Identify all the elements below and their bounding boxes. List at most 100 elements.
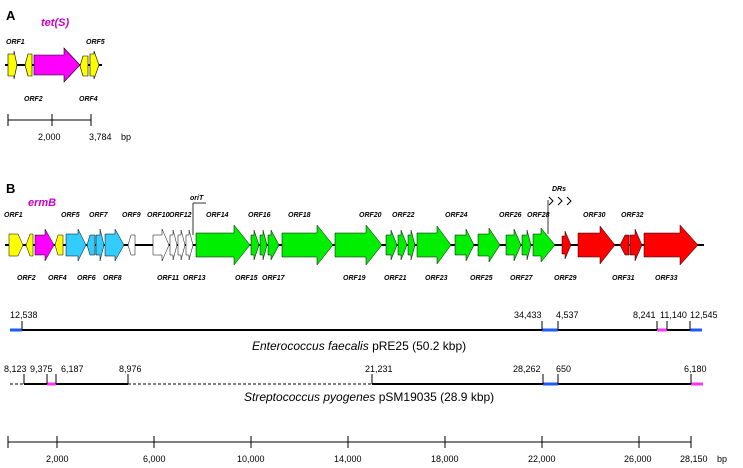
orf20-label: ORF20 [359,212,382,219]
orf18-arrow [281,224,334,266]
orf12-label: ORF12 [169,212,192,219]
panel-b-scale-label: 6,000 [143,454,166,464]
orf33-label: ORF33 [655,275,678,282]
orf14-arrow [195,224,251,266]
orf1-label: ORF1 [4,212,23,219]
orf6-label: ORF6 [77,275,96,282]
orit-label: oriT [190,195,204,202]
panel-a-scale-label: 2,000 [38,132,61,142]
panel-a-orf1-arrow [7,50,18,80]
pre25-coord-label: 34,433 [514,310,542,320]
pre25-coord-label: 8,241 [633,310,656,320]
panel-a-orf4-arrow [79,55,89,77]
orf20-arrow [385,229,398,261]
orf19-label: ORF19 [343,275,366,282]
orf16-label: ORF16 [248,212,271,219]
psm19035-coord-label: 8,976 [119,364,142,374]
orf23-label: ORF23 [425,275,448,282]
orf26-label: ORF26 [499,212,522,219]
panel-b-scale-unit: bp [717,454,727,464]
panel-a-orf2-label: ORF2 [24,96,43,103]
panel-b-scale-label: 2,000 [46,454,69,464]
panel-a-orf1-label: ORF1 [6,39,25,46]
orf27-arrow [521,229,532,261]
orf6-arrow [86,234,96,256]
ermb-arrow [34,228,55,262]
orf16-arrow [259,229,268,261]
psm19035-coord-label: 6,180 [684,364,707,374]
orf15-arrow [250,229,260,261]
orf24-arrow [454,228,475,262]
psm19035-coord-label: 6,187 [61,364,84,374]
panel-a-orf5-label: ORF5 [86,39,105,46]
orf17-arrow [267,229,280,261]
orf19-arrow [334,224,383,266]
orf8-arrow [104,228,125,262]
orf28-arrow [532,227,556,263]
orf31-arrow [619,234,630,256]
panel-b-scale-label: 26,000 [624,454,652,464]
orf18-label: ORF18 [288,212,311,219]
orf21-label: ORF21 [384,275,407,282]
orf32-arrow [629,228,643,262]
pre25-coord-label: 12,545 [690,310,718,320]
orf11-arrow [169,229,178,261]
dr-repeat-arrow [548,196,554,206]
orf2-arrow [25,233,34,257]
orf9-arrow [127,234,136,256]
orf13-label: ORF13 [183,275,206,282]
orf31-label: ORF31 [612,275,635,282]
orf10-label: ORF10 [147,212,170,219]
pre25-coord-label: 12,538 [10,310,38,320]
psm19035-species: Streptococcus pyogenes [244,390,375,404]
orf7-arrow [95,228,105,262]
orf9-label: ORF9 [122,212,141,219]
panel-a-tets-arrow [33,47,81,83]
orf29-label: ORF29 [554,275,577,282]
orf7-label: ORF7 [89,212,109,219]
orf27-label: ORF27 [510,275,534,282]
orf4-label: ORF4 [48,275,67,282]
orf33-arrow [643,224,699,266]
orf17-label: ORF17 [262,275,286,282]
panel-b-scale-label: 14,000 [334,454,362,464]
dr-repeat-arrow [557,196,563,206]
orf28-label: ORF28 [527,212,550,219]
orf2-label: ORF2 [17,275,36,282]
orf32-label: ORF32 [621,212,644,219]
tets-gene-label: tet(S) [41,17,69,29]
panel-a-scale-unit: bp [121,132,131,142]
pre25-coord-label: 11,140 [660,310,687,320]
panel-a-orf2-arrow [24,53,33,77]
orf15-label: ORF15 [235,275,258,282]
pre25-plasmid-id: pRE25 (50.2 kbp) [369,339,466,353]
orf22-label: ORF22 [392,212,415,219]
orf14-label: ORF14 [206,212,229,219]
panel-b-scale-label: 10,000 [237,454,265,464]
panel-a-orf4-label: ORF4 [79,96,98,103]
orf22-arrow [407,229,416,261]
panel-b-scale-label: 22,000 [528,454,556,464]
panel-a-orf5-arrow [89,50,100,80]
psm19035-coord-label: 21,231 [365,364,393,374]
orf24-label: ORF24 [445,212,468,219]
psm19035-coord-label: 28,262 [513,364,541,374]
orf21-arrow [397,229,408,261]
orf25-label: ORF25 [470,275,493,282]
psm19035-plasmid-id: pSM19035 (28.9 kbp) [375,390,494,404]
pre25-species: Enterococcus faecalis [252,339,369,353]
dr-repeat-arrow [566,196,572,206]
orf8-label: ORF8 [103,275,122,282]
orf13-arrow [185,229,194,261]
orf26-arrow [505,228,522,262]
panel-a-scale-label: 3,784 [89,132,112,142]
orf12-arrow [177,229,186,261]
panel-a-label: A [6,8,16,23]
ermb-gene-label: ermB [28,197,56,209]
orf30-label: ORF30 [583,212,606,219]
panel-b-scale-label: 28,150 [680,454,708,464]
orf11-label: ORF11 [157,275,179,282]
orf25-arrow [477,227,501,263]
orf1-arrow [8,233,24,257]
